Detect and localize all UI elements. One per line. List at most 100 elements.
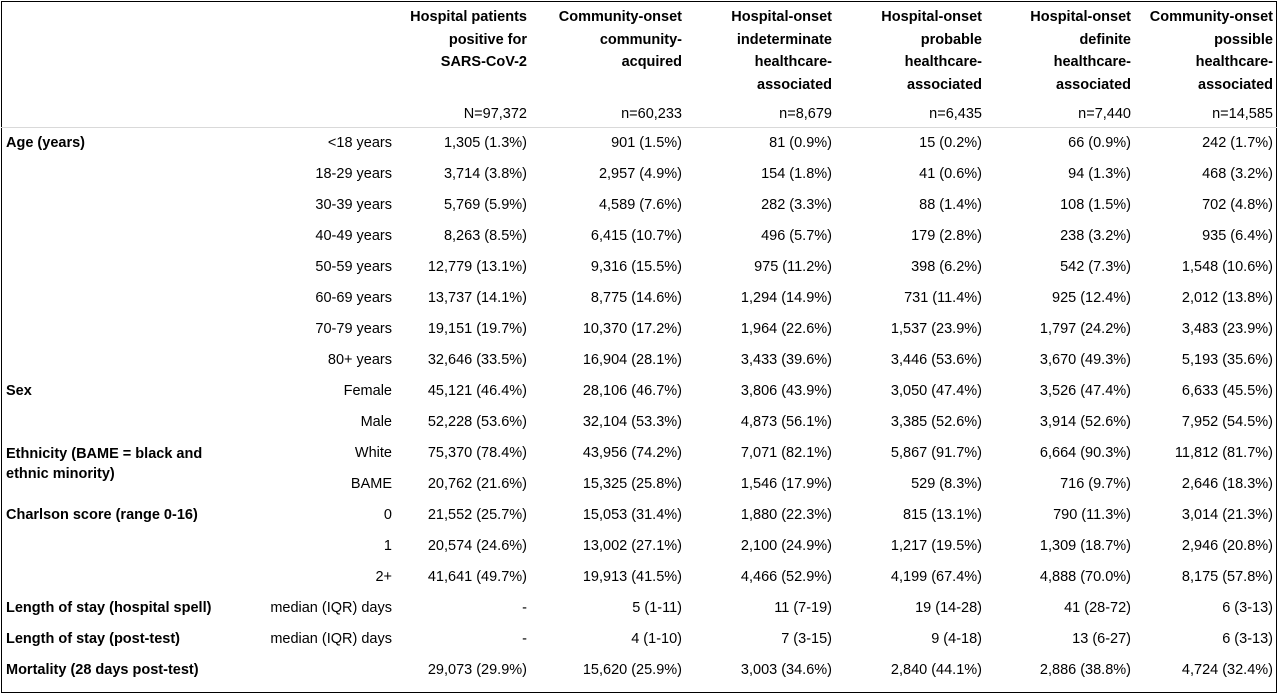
row-label: median (IQR) days bbox=[270, 631, 392, 647]
cell-value: 2,946 (20.8%) bbox=[1181, 538, 1273, 554]
header-blank bbox=[231, 1, 396, 101]
cell-value: 282 (3.3%) bbox=[761, 197, 832, 213]
cell-value: 3,385 (52.6%) bbox=[890, 414, 982, 430]
column-header-line: healthcare- bbox=[1195, 54, 1273, 70]
header-blank bbox=[1, 1, 231, 101]
cell-value: 4,888 (70.0%) bbox=[1039, 569, 1131, 585]
cell-value: 8,263 (8.5%) bbox=[443, 228, 527, 244]
cell-value: 4,589 (7.6%) bbox=[598, 197, 682, 213]
cell-value: 3,433 (39.6%) bbox=[740, 352, 832, 368]
cell-value: 1,797 (24.2%) bbox=[1039, 321, 1131, 337]
cell-value: 10,370 (17.2%) bbox=[582, 321, 682, 337]
table-row: Charlson score (range 0-16) 0 21,552 (25.7… bbox=[1, 500, 1277, 531]
cell-value: - bbox=[522, 631, 527, 647]
column-header: Hospital patients positive for SARS-CoV-2 bbox=[396, 1, 531, 101]
cell-value: 43,956 (74.2%) bbox=[582, 445, 682, 461]
sample-size: n=14,585 bbox=[1135, 101, 1277, 128]
cell-value: 52,228 (53.6%) bbox=[427, 414, 527, 430]
column-header: Community-onset possible healthcare-associ… bbox=[1135, 1, 1277, 101]
column-header-line: Hospital-onset bbox=[1030, 9, 1131, 25]
cell-value: 8,175 (57.8%) bbox=[1181, 569, 1273, 585]
table-row: 50-59 years 12,779 (13.1%) 9,316 (15.5%) 97… bbox=[1, 252, 1277, 283]
table-row: Mortality (28 days post-test) 29,073 (29.… bbox=[1, 655, 1277, 686]
cell-value: 13,737 (14.1%) bbox=[427, 290, 527, 306]
table-row: Age (years) <18 years 1,305 (1.3%) 901 (1.5… bbox=[1, 128, 1277, 160]
column-header-line: Community-onset bbox=[558, 9, 682, 25]
column-header-line: acquired bbox=[621, 54, 682, 70]
column-header-line: community- bbox=[599, 31, 682, 48]
cell-value: 3,714 (3.8%) bbox=[443, 166, 527, 182]
cell-value: 1,964 (22.6%) bbox=[740, 321, 832, 337]
cell-value: 32,104 (53.3%) bbox=[582, 414, 682, 430]
cell-value: 179 (2.8%) bbox=[911, 228, 982, 244]
table-row: 2+ 41,641 (49.7%) 19,913 (41.5%) 4,466 (52.… bbox=[1, 562, 1277, 593]
column-header-line: associated bbox=[757, 76, 832, 93]
column-header-line: associated bbox=[907, 76, 982, 93]
cell-value: 8,775 (14.6%) bbox=[590, 290, 682, 306]
cell-value: 45,121 (46.4%) bbox=[427, 383, 527, 399]
table-row: Length of stay (post-test) median (IQR) d… bbox=[1, 624, 1277, 655]
cell-value: 3,914 (52.6%) bbox=[1039, 414, 1131, 430]
table-row: 60-69 years 13,737 (14.1%) 8,775 (14.6%) 1,… bbox=[1, 283, 1277, 314]
cell-value: 1,305 (1.3%) bbox=[443, 135, 527, 151]
row-label: 60-69 years bbox=[315, 290, 392, 306]
column-header-line: healthcare- bbox=[904, 54, 982, 70]
column-header-line: positive for bbox=[448, 31, 527, 48]
row-label: White bbox=[354, 445, 392, 461]
cell-value: 21,552 (25.7%) bbox=[427, 507, 527, 523]
row-label: BAME bbox=[350, 476, 392, 492]
column-header-line: healthcare- bbox=[754, 54, 832, 70]
cell-value: 75,370 (78.4%) bbox=[427, 445, 527, 461]
cell-value: 1,548 (10.6%) bbox=[1181, 259, 1273, 275]
cell-value: 975 (11.2%) bbox=[754, 259, 832, 275]
row-label: 80+ years bbox=[327, 352, 392, 368]
cell-value: 41 (0.6%) bbox=[919, 166, 982, 182]
cell-value: 3,446 (53.6%) bbox=[890, 352, 982, 368]
category-label: Ethnicity (BAME = black and ethnic minor… bbox=[6, 446, 203, 482]
cell-value: 2,012 (13.8%) bbox=[1181, 290, 1273, 306]
cell-value: 154 (1.8%) bbox=[761, 166, 832, 182]
sample-size-row: N=97,372 n=60,233 n=8,679 n=6,435 n=7,440 n=1… bbox=[1, 101, 1277, 128]
column-header-line: SARS-CoV-2 bbox=[440, 54, 527, 70]
cell-value: 94 (1.3%) bbox=[1068, 166, 1131, 182]
table-body: Age (years) <18 years 1,305 (1.3%) 901 (1.5… bbox=[1, 128, 1277, 687]
table-row: Length of stay (hospital spell) median (I… bbox=[1, 593, 1277, 624]
table-row: Ethnicity (BAME = black and ethnic minor… bbox=[1, 438, 1277, 482]
table-row: BAME 20,762 (21.6%) 15,325 (25.8%) 1,546 (1… bbox=[1, 469, 1277, 500]
cell-value: 1,309 (18.7%) bbox=[1039, 538, 1131, 554]
header-blank bbox=[1, 101, 231, 128]
category-label: Length of stay (post-test) bbox=[6, 631, 180, 647]
cell-value: 20,762 (21.6%) bbox=[427, 476, 527, 492]
row-label: <18 years bbox=[327, 135, 392, 151]
cell-value: 7 (3-15) bbox=[781, 631, 832, 647]
column-header-line: indeterminate bbox=[736, 31, 832, 48]
cell-value: 1,537 (23.9%) bbox=[890, 321, 982, 337]
cell-value: 3,806 (43.9%) bbox=[740, 383, 832, 399]
sample-size: N=97,372 bbox=[396, 101, 531, 128]
cell-value: 468 (3.2%) bbox=[1202, 166, 1273, 182]
cell-value: 88 (1.4%) bbox=[919, 197, 982, 213]
table-row: Sex Female 45,121 (46.4%) 28,106 (46.7%) 3,8… bbox=[1, 376, 1277, 407]
row-label: 0 bbox=[383, 507, 392, 523]
cell-value: 28,106 (46.7%) bbox=[582, 383, 682, 399]
column-header-line: possible bbox=[1214, 31, 1273, 48]
table-row: 40-49 years 8,263 (8.5%) 6,415 (10.7%) 496 … bbox=[1, 221, 1277, 252]
cell-value: 7,071 (82.1%) bbox=[740, 445, 832, 461]
column-header-line: healthcare- bbox=[1053, 54, 1131, 70]
sample-size: n=6,435 bbox=[836, 101, 986, 128]
cell-value: 6,415 (10.7%) bbox=[590, 228, 682, 244]
cell-value: 15,053 (31.4%) bbox=[582, 507, 682, 523]
cell-value: 108 (1.5%) bbox=[1060, 197, 1131, 213]
cell-value: 4,199 (67.4%) bbox=[890, 569, 982, 585]
cell-value: 41,641 (49.7%) bbox=[427, 569, 527, 585]
cell-value: 815 (13.1%) bbox=[903, 507, 982, 523]
cell-value: 15 (0.2%) bbox=[919, 135, 982, 151]
cell-value: 19 (14-28) bbox=[915, 600, 982, 616]
row-label: 2+ bbox=[375, 569, 392, 585]
column-header-line: Community-onset bbox=[1149, 9, 1273, 25]
cell-value: 4 (1-10) bbox=[631, 631, 682, 647]
row-label: median (IQR) days bbox=[270, 600, 392, 616]
cell-value: 731 (11.4%) bbox=[904, 290, 982, 306]
row-label: 1 bbox=[383, 538, 392, 554]
